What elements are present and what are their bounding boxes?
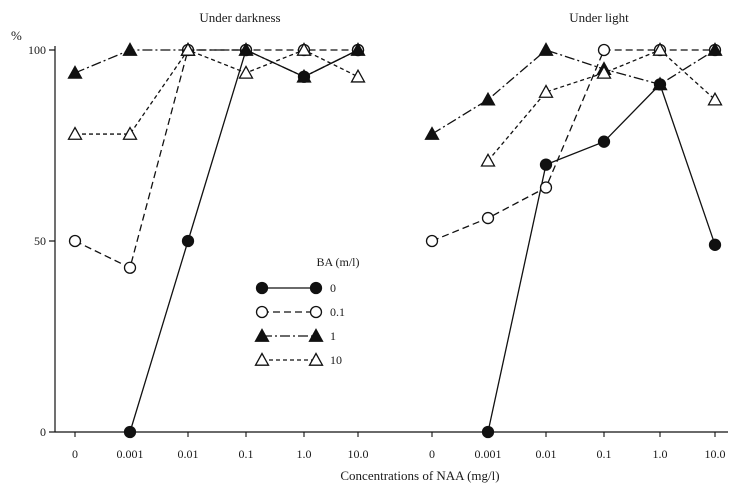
legend-label: 10 xyxy=(330,353,342,367)
x-tick-label: 0.001 xyxy=(475,447,502,461)
series-1 xyxy=(67,42,366,83)
series-line xyxy=(129,49,359,433)
legend-marker xyxy=(254,328,270,342)
data-point xyxy=(596,65,612,79)
data-point xyxy=(350,42,366,56)
series-line xyxy=(74,49,358,269)
data-point xyxy=(238,65,254,79)
y-tick-label: 0 xyxy=(40,425,46,439)
x-tick-label: 0 xyxy=(429,447,435,461)
data-point xyxy=(296,42,312,56)
x-tick-label: 0.1 xyxy=(239,447,254,461)
data-point xyxy=(708,238,722,251)
data-point xyxy=(481,211,495,225)
series-0-1 xyxy=(425,43,722,248)
series-10 xyxy=(480,42,723,167)
legend-label: 0.1 xyxy=(330,305,345,319)
legend-marker xyxy=(255,305,269,319)
data-point xyxy=(238,42,254,56)
legend-label: 0 xyxy=(330,281,336,295)
series-line xyxy=(487,49,716,162)
legend-entry: 0 xyxy=(255,281,336,295)
legend-entry: 10 xyxy=(254,352,342,367)
data-point xyxy=(539,158,553,171)
data-point xyxy=(350,68,366,83)
data-point xyxy=(122,126,138,140)
data-point xyxy=(67,126,83,140)
series-line xyxy=(431,49,716,135)
data-point xyxy=(123,425,137,439)
data-point xyxy=(480,91,496,106)
data-point xyxy=(538,42,554,56)
panel-title: Under darkness xyxy=(199,10,280,25)
x-tick-label: 1.0 xyxy=(297,447,312,461)
data-point xyxy=(123,261,137,274)
x-tick-label: 10.0 xyxy=(705,447,726,461)
data-point xyxy=(597,43,611,57)
series-1 xyxy=(424,42,723,140)
legend-marker xyxy=(308,352,324,366)
x-tick-label: 0.01 xyxy=(536,447,557,461)
data-point xyxy=(539,181,553,194)
legend-marker xyxy=(255,281,269,295)
series-0-1 xyxy=(68,43,365,274)
series-line xyxy=(74,49,359,78)
data-point xyxy=(652,76,668,91)
legend-label: 1 xyxy=(330,329,336,343)
series-line xyxy=(431,49,715,242)
x-tick-label: 1.0 xyxy=(653,447,668,461)
legend-title: BA (m/l) xyxy=(316,255,359,269)
legend-marker xyxy=(309,305,323,319)
legend: BA (m/l) 0 0.1 1 10 xyxy=(254,255,360,367)
data-point xyxy=(597,135,611,148)
data-point xyxy=(480,152,496,167)
data-point xyxy=(652,42,668,56)
x-tick-label: 0.1 xyxy=(597,447,612,461)
x-tick-label: 0.001 xyxy=(117,447,144,461)
data-point xyxy=(296,68,312,83)
x-axis-title: Concentrations of NAA (mg/l) xyxy=(340,468,499,483)
data-point xyxy=(538,84,554,98)
series-0 xyxy=(123,43,365,439)
legend-marker xyxy=(254,352,270,366)
data-point xyxy=(481,425,495,439)
data-point xyxy=(707,91,723,106)
data-point xyxy=(424,126,440,140)
series-10 xyxy=(67,42,366,140)
legend-entry: 0.1 xyxy=(255,305,345,319)
text-layer: % Concentrations of NAA (mg/l) 050100Und… xyxy=(11,10,726,483)
legend-entry: 1 xyxy=(254,328,336,343)
series-line xyxy=(75,49,359,135)
y-tick-label: 100 xyxy=(28,43,46,57)
panel-title: Under light xyxy=(569,10,629,25)
series-0 xyxy=(481,78,722,439)
legend-marker xyxy=(309,281,323,295)
data-point xyxy=(68,234,82,248)
y-tick-label: 50 xyxy=(34,234,46,248)
x-tick-label: 0.01 xyxy=(178,447,199,461)
data-point xyxy=(67,65,83,79)
data-point xyxy=(180,42,196,56)
y-axis-title: % xyxy=(11,28,22,43)
legend-marker xyxy=(308,328,324,342)
x-tick-label: 0 xyxy=(72,447,78,461)
series-layer xyxy=(67,42,723,439)
x-tick-label: 10.0 xyxy=(348,447,369,461)
data-point xyxy=(707,42,723,56)
data-point xyxy=(181,234,195,248)
data-point xyxy=(425,234,439,248)
data-point xyxy=(122,42,138,56)
